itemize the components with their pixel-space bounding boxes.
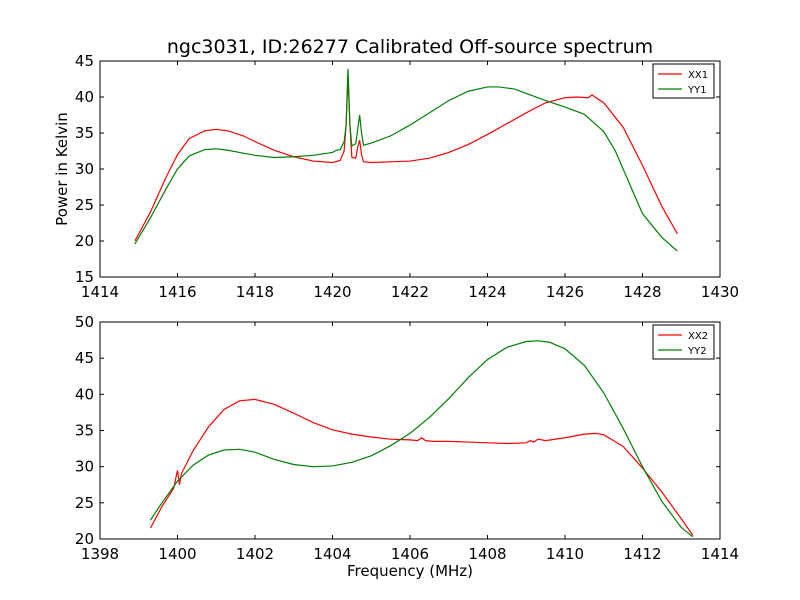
- legend-label-xx1: XX1: [688, 70, 708, 81]
- legend-box: [652, 63, 715, 99]
- chart-title: ngc3031, ID:26277 Calibrated Off-source …: [167, 36, 653, 58]
- x-axis-label: Frequency (MHz): [347, 562, 473, 580]
- y-tick-label: 15: [75, 268, 94, 286]
- y-tick-label: 35: [75, 124, 94, 142]
- x-tick-label: 1400: [158, 545, 196, 563]
- chart-panel-1: 1414 1416 1418 1420 1422 1424 1426 1428 1430 15 20…: [53, 52, 739, 301]
- series-line-yy2: [149, 340, 694, 538]
- x-tick-label: 1402: [236, 545, 274, 563]
- x-tick-label: 1430: [701, 283, 739, 301]
- x-tick-label: 1412: [623, 545, 661, 563]
- y-tick-label: 30: [75, 458, 94, 476]
- x-tick-label: 1414: [701, 545, 739, 563]
- y-axis-label: Power in Kelvin: [53, 112, 71, 226]
- y-tick-label: 50: [75, 313, 94, 331]
- x-tick-label: 1418: [236, 283, 274, 301]
- x-tick-label: 1428: [623, 283, 661, 301]
- y-tick-label: 25: [75, 494, 94, 512]
- x-tick-label: 1398: [81, 545, 119, 563]
- x-tick-label: 1416: [158, 283, 196, 301]
- x-tick-label: 1424: [468, 283, 506, 301]
- x-tick-label: 1426: [546, 283, 584, 301]
- y-tick-label: 40: [75, 88, 94, 106]
- x-tick-label: 1422: [391, 283, 429, 301]
- series-line-yy1: [134, 68, 678, 252]
- x-tick-label: 1404: [313, 545, 351, 563]
- y-tick-label: 40: [75, 385, 94, 403]
- y-tick-label: 30: [75, 160, 94, 178]
- x-tick-label: 1410: [546, 545, 584, 563]
- legend-label-xx2: XX2: [688, 331, 708, 342]
- legend-label-yy2: YY2: [687, 346, 707, 357]
- series-line-xx2: [149, 398, 694, 536]
- x-tick-label: 1414: [81, 283, 119, 301]
- chart-panel-2: 1398 1400 1402 1404 1406 1408 1410 1412 1414 20 25…: [75, 313, 739, 580]
- y-tick-label: 45: [75, 349, 94, 367]
- series-line-xx1: [134, 75, 678, 242]
- y-tick-label: 35: [75, 422, 94, 440]
- legend-label-yy1: YY1: [687, 85, 707, 96]
- y-tick-label: 25: [75, 196, 94, 214]
- y-tick-label: 20: [75, 232, 94, 250]
- x-tick-label: 1408: [468, 545, 506, 563]
- charts-group: 1414 1416 1418 1420 1422 1424 1426 1428 1430 15 20…: [53, 52, 739, 580]
- legend-box: [652, 324, 715, 360]
- x-tick-label: 1406: [391, 545, 429, 563]
- x-tick-label: 1420: [313, 283, 351, 301]
- y-tick-label: 20: [75, 530, 94, 548]
- y-tick-label: 45: [75, 52, 94, 70]
